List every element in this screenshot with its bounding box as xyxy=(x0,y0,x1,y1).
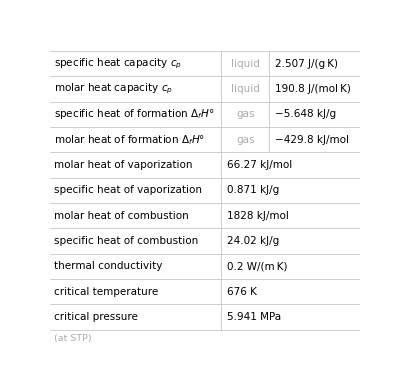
Text: specific heat of vaporization: specific heat of vaporization xyxy=(53,186,201,195)
Text: 66.27 kJ/mol: 66.27 kJ/mol xyxy=(227,160,292,170)
Text: −429.8 kJ/mol: −429.8 kJ/mol xyxy=(275,135,349,145)
Text: molar heat capacity $c_p$: molar heat capacity $c_p$ xyxy=(53,82,173,96)
Text: (at STP): (at STP) xyxy=(53,334,91,343)
Text: gas: gas xyxy=(236,109,255,119)
Text: 0.2 W/(m K): 0.2 W/(m K) xyxy=(227,261,288,272)
Text: 190.8 J/(mol K): 190.8 J/(mol K) xyxy=(275,84,351,94)
Text: thermal conductivity: thermal conductivity xyxy=(53,261,162,272)
Text: 24.02 kJ/g: 24.02 kJ/g xyxy=(227,236,279,246)
Text: molar heat of combustion: molar heat of combustion xyxy=(53,211,188,221)
Text: −5.648 kJ/g: −5.648 kJ/g xyxy=(275,109,336,119)
Text: 676 K: 676 K xyxy=(227,287,257,297)
Text: specific heat capacity $c_p$: specific heat capacity $c_p$ xyxy=(53,57,182,71)
Text: 0.871 kJ/g: 0.871 kJ/g xyxy=(227,186,279,195)
Text: liquid: liquid xyxy=(231,59,260,69)
Text: liquid: liquid xyxy=(231,84,260,94)
Text: 2.507 J/(g K): 2.507 J/(g K) xyxy=(275,59,338,69)
Text: specific heat of formation $\Delta_f H°$: specific heat of formation $\Delta_f H°$ xyxy=(53,107,214,121)
Text: molar heat of vaporization: molar heat of vaporization xyxy=(53,160,192,170)
Text: critical pressure: critical pressure xyxy=(53,312,138,322)
Text: 1828 kJ/mol: 1828 kJ/mol xyxy=(227,211,289,221)
Text: molar heat of formation $\Delta_f H°$: molar heat of formation $\Delta_f H°$ xyxy=(53,133,205,147)
Text: specific heat of combustion: specific heat of combustion xyxy=(53,236,198,246)
Text: gas: gas xyxy=(236,135,255,145)
Text: critical temperature: critical temperature xyxy=(53,287,158,297)
Text: 5.941 MPa: 5.941 MPa xyxy=(227,312,281,322)
